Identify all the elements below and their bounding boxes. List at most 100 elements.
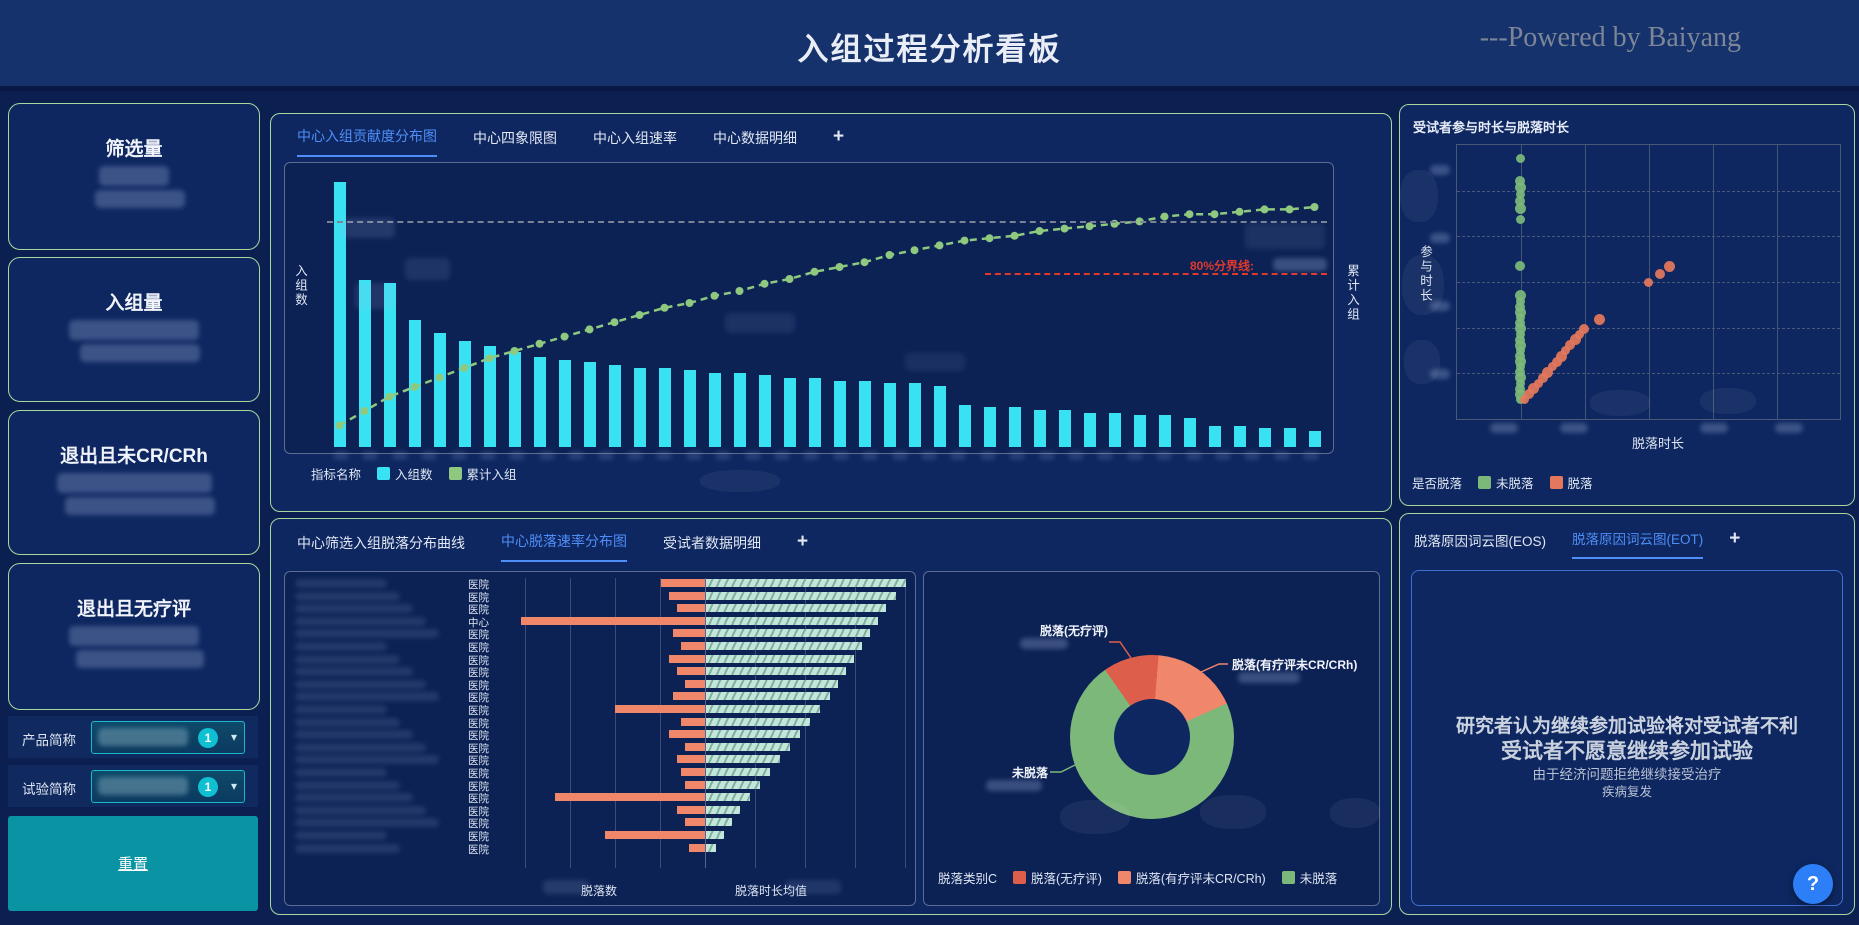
gridline <box>855 578 856 868</box>
selected-count-badge: 1 <box>198 776 218 797</box>
subject-point <box>1547 362 1557 372</box>
pareto-tab-row: 中心入组贡献度分布图 中心四象限图 中心入组速率 中心数据明细 + <box>297 126 844 157</box>
legend-swatch <box>1013 871 1027 884</box>
dropout-tab-0[interactable]: 中心筛选入组脱落分布曲线 <box>297 535 465 551</box>
pareto-tab-2[interactable]: 中心入组速率 <box>593 130 677 146</box>
hospital-row-label: 医院 <box>468 717 489 730</box>
selected-count-badge: 1 <box>198 727 218 748</box>
kpi-card-title: 入组量 <box>105 293 163 314</box>
redacted-selected-value <box>98 728 188 746</box>
filter-row-0: 产品简称 1 ▾ <box>8 716 258 758</box>
subject-point <box>1515 362 1525 372</box>
cumulative-point <box>1085 222 1094 231</box>
redacted-hospital-name <box>295 679 426 689</box>
pareto-add-tab-button[interactable]: + <box>833 126 845 147</box>
gridline <box>1457 191 1840 192</box>
legend-label: 未脱落 <box>1496 477 1534 491</box>
donut-legend-item-1[interactable]: 脱落(有疗评未CR/CRh) <box>1117 868 1266 887</box>
cumulative-point <box>660 303 669 312</box>
enrollment-bar <box>758 375 771 447</box>
dropout-duration-bar <box>706 642 862 650</box>
redacted-x-tick <box>803 451 820 460</box>
redacted-hospital-name <box>295 705 387 714</box>
redacted-x-tick <box>362 451 379 460</box>
enrollment-bar <box>633 367 646 447</box>
pareto-tab-0[interactable]: 中心入组贡献度分布图 <box>297 126 437 157</box>
product-select[interactable]: 1 ▾ <box>91 721 245 754</box>
enrollment-bar <box>1258 428 1271 447</box>
dropout-duration-bar <box>706 654 854 663</box>
redacted-hospital-name <box>295 654 400 664</box>
subject-point <box>1515 189 1525 199</box>
kpi-card-1: 入组量 <box>8 257 260 402</box>
redacted-x-tick <box>1126 451 1143 460</box>
scatter-ylabel: 参与时长 <box>1418 245 1432 303</box>
subject-point <box>1519 395 1529 405</box>
redacted-value <box>1273 258 1327 271</box>
dropout-count-bar <box>681 717 705 726</box>
dropout-tab-1[interactable]: 中心脱落速率分布图 <box>501 531 627 562</box>
enrollment-bar <box>683 370 696 447</box>
help-button[interactable]: ? <box>1793 864 1833 904</box>
scatter-legend-item-0[interactable]: 未脱落 <box>1478 473 1534 492</box>
subject-point <box>1514 290 1526 302</box>
kpi-card-3: 退出且无疗评 <box>8 563 260 710</box>
pareto-legend-item-1[interactable]: 累计入组 <box>448 464 517 483</box>
dropout-count-bar <box>677 604 705 613</box>
donut-legend-title: 脱落类别C <box>938 872 998 886</box>
enrollment-bar <box>1233 425 1246 447</box>
redacted-value <box>986 780 1042 791</box>
scatter-xlabel: 脱落时长 <box>1632 436 1685 451</box>
scatter-legend-item-1[interactable]: 脱落 <box>1549 473 1593 492</box>
redacted-hospital-name <box>295 579 387 588</box>
cumulative-point <box>685 299 694 307</box>
gridline <box>660 578 661 868</box>
redacted-x-tick <box>656 451 673 460</box>
redacted-x-tick <box>1009 451 1026 460</box>
enrollment-bar <box>1108 412 1121 448</box>
dropout-duration-bar <box>706 730 800 739</box>
hospital-row-label: 医院 <box>468 793 489 806</box>
cumulative-point <box>1260 205 1269 214</box>
subject-point <box>1515 313 1525 323</box>
wordcloud-tab-0[interactable]: 脱落原因词云图(EOS) <box>1414 534 1547 549</box>
redacted-hospital-name <box>295 616 426 626</box>
dropout-count-bar <box>685 780 705 789</box>
trial-select[interactable]: 1 ▾ <box>91 770 245 803</box>
wordcloud-add-tab-button[interactable]: + <box>1729 528 1741 549</box>
pareto-legend: 指标名称 入组数 累计入组 <box>311 464 517 483</box>
enrollment-bar <box>983 407 996 448</box>
redacted-x-tick <box>921 451 937 460</box>
gridline <box>1457 328 1840 329</box>
redacted-hospital-name <box>295 793 413 803</box>
tornado-xlabel-count: 脱落数 <box>581 884 618 898</box>
redacted-hospital-name <box>295 717 400 727</box>
redacted-kpi-value <box>69 320 199 340</box>
pareto-legend-item-0[interactable]: 入组数 <box>377 464 433 483</box>
dropout-tab-2[interactable]: 受试者数据明细 <box>663 535 761 551</box>
redacted-blob <box>340 218 395 238</box>
wordcloud-tab-1[interactable]: 脱落原因词云图(EOT) <box>1572 528 1704 559</box>
gridline <box>1457 373 1840 374</box>
pareto-tab-1[interactable]: 中心四象限图 <box>473 130 557 146</box>
subject-point <box>1515 378 1525 388</box>
dropout-add-tab-button[interactable]: + <box>797 531 809 552</box>
pareto-tab-3[interactable]: 中心数据明细 <box>713 130 797 146</box>
redacted-kpi-value <box>56 473 212 493</box>
donut-legend-item-2[interactable]: 未脱落 <box>1281 868 1337 887</box>
enrollment-bar <box>1183 417 1196 447</box>
redacted-x-tick <box>1068 451 1084 460</box>
wordcloud-tab-row: 脱落原因词云图(EOS) 脱落原因词云图(EOT) + <box>1414 528 1740 559</box>
redacted-hospital-name <box>295 831 387 840</box>
reset-button[interactable]: 重置 <box>8 816 258 911</box>
cumulative-point <box>760 279 769 288</box>
donut-legend-item-0[interactable]: 脱落(无疗评) <box>1013 868 1102 887</box>
cumulative-point <box>785 275 794 283</box>
enrollment-bar <box>408 319 421 447</box>
redacted-x-tick <box>391 451 408 460</box>
y-axis-label-left: 入组数 <box>293 264 307 308</box>
redacted-hospital-name <box>295 667 413 677</box>
redacted-blob <box>405 258 450 280</box>
subject-point <box>1555 350 1567 362</box>
redacted-x-tick <box>538 451 555 460</box>
